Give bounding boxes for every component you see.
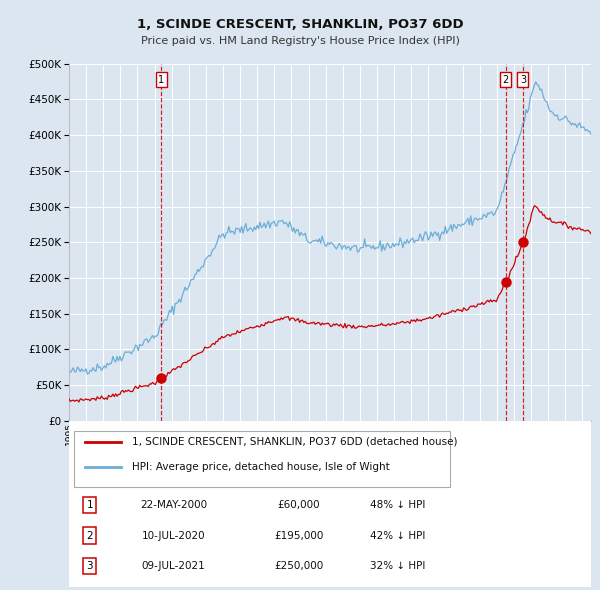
- Text: 48% ↓ HPI: 48% ↓ HPI: [370, 500, 425, 510]
- Text: 3: 3: [520, 75, 526, 85]
- Text: 1, SCINDE CRESCENT, SHANKLIN, PO37 6DD: 1, SCINDE CRESCENT, SHANKLIN, PO37 6DD: [137, 18, 463, 31]
- Text: 42% ↓ HPI: 42% ↓ HPI: [370, 530, 425, 540]
- Text: £250,000: £250,000: [274, 561, 323, 571]
- Text: Price paid vs. HM Land Registry's House Price Index (HPI): Price paid vs. HM Land Registry's House …: [140, 37, 460, 46]
- Text: £60,000: £60,000: [277, 500, 320, 510]
- Text: £195,000: £195,000: [274, 530, 323, 540]
- Text: HPI: Average price, detached house, Isle of Wight: HPI: Average price, detached house, Isle…: [131, 463, 389, 473]
- Text: 2: 2: [86, 530, 93, 540]
- Text: 10-JUL-2020: 10-JUL-2020: [142, 530, 205, 540]
- Text: 1, SCINDE CRESCENT, SHANKLIN, PO37 6DD (detached house): 1, SCINDE CRESCENT, SHANKLIN, PO37 6DD (…: [131, 437, 457, 447]
- Text: 22-MAY-2000: 22-MAY-2000: [140, 500, 207, 510]
- Text: 2: 2: [503, 75, 509, 85]
- Text: 3: 3: [86, 561, 93, 571]
- Text: 1: 1: [86, 500, 93, 510]
- FancyBboxPatch shape: [74, 431, 450, 487]
- Text: 32% ↓ HPI: 32% ↓ HPI: [370, 561, 425, 571]
- Text: 09-JUL-2021: 09-JUL-2021: [142, 561, 205, 571]
- Text: 1: 1: [158, 75, 164, 85]
